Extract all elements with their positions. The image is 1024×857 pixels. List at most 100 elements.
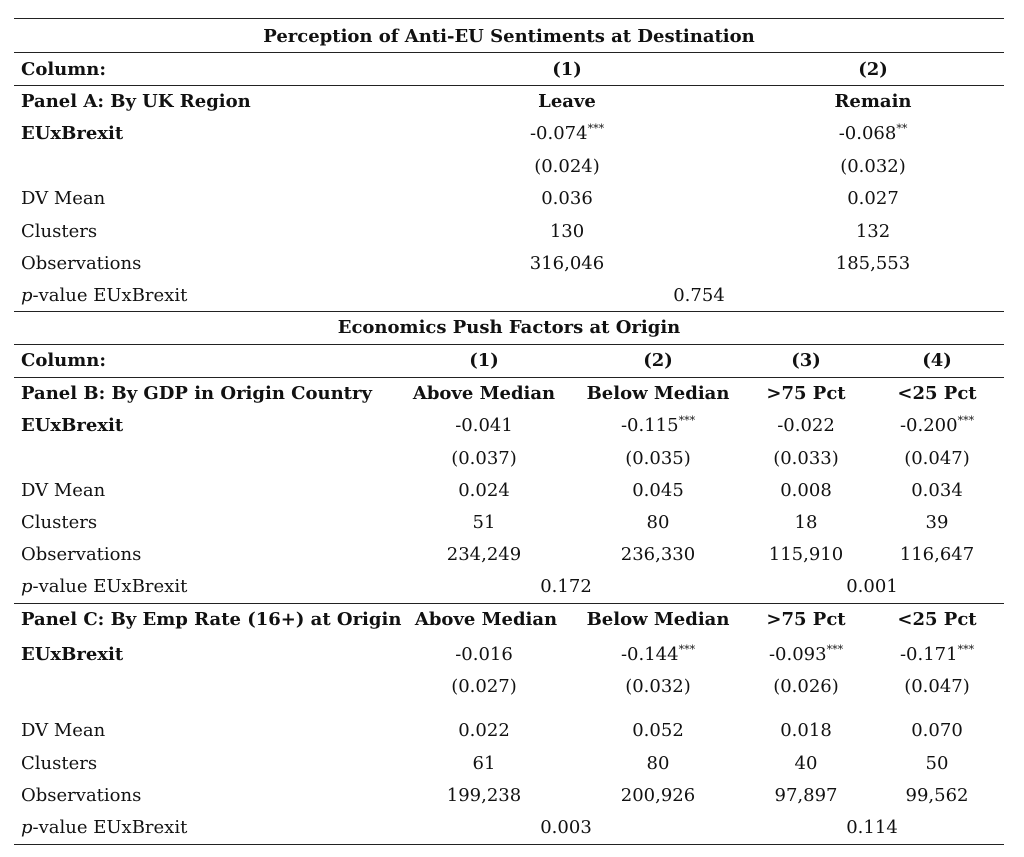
- col-head: >75 Pct: [766, 383, 846, 404]
- pvalue: 0.754: [673, 285, 725, 306]
- coef-cell: -0.200***: [900, 410, 974, 442]
- coef-row-b: EUxBrexit -0.041 -0.115*** -0.022 -0.200…: [14, 410, 1004, 442]
- rule: [14, 85, 1004, 86]
- panel-b-header-row: Panel B: By GDP in Origin Country Above …: [14, 378, 1004, 410]
- pvalue-label: p-value EUxBrexit: [21, 571, 187, 603]
- coef-value: -0.074: [529, 123, 588, 144]
- coef-value: -0.016: [455, 644, 513, 665]
- col-num: (4): [922, 350, 952, 371]
- obs-value: 99,562: [905, 785, 969, 806]
- clusters-value: 40: [794, 753, 818, 774]
- pvalue-label: p-value EUxBrexit: [21, 280, 187, 312]
- dv-value: 0.034: [911, 480, 963, 501]
- dv-value: 0.045: [632, 480, 684, 501]
- rule: [14, 311, 1004, 312]
- rule: [14, 344, 1004, 345]
- coef-label: EUxBrexit: [21, 644, 124, 665]
- coef-value: -0.041: [455, 415, 513, 436]
- clusters-label: Clusters: [21, 753, 98, 774]
- significance-stars: ***: [957, 643, 975, 656]
- obs-label: Observations: [21, 785, 142, 806]
- std-error: (0.035): [625, 448, 691, 469]
- obs-value: 316,046: [529, 253, 605, 274]
- dv-value: 0.052: [632, 720, 684, 741]
- panel-c-header-row: Panel C: By Emp Rate (16+) at Origin Abo…: [14, 604, 1004, 636]
- dv-value: 0.008: [780, 480, 832, 501]
- clusters-row-b: Clusters 51 80 18 39: [14, 507, 1004, 539]
- p-label-text: -value EUxBrexit: [32, 576, 188, 597]
- dv-value: 0.027: [847, 188, 899, 209]
- section-title-a: Perception of Anti-EU Sentiments at Dest…: [263, 26, 755, 47]
- coef-cell: -0.068**: [839, 118, 908, 150]
- section-title-row: Perception of Anti-EU Sentiments at Dest…: [14, 21, 1004, 53]
- clusters-value: 18: [794, 512, 818, 533]
- coef-value: -0.068: [838, 123, 897, 144]
- std-error: (0.032): [625, 676, 691, 697]
- std-error: (0.027): [451, 676, 517, 697]
- pvalue-row-b: p-value EUxBrexit 0.172 0.001: [14, 571, 1004, 603]
- coef-value: -0.144: [620, 644, 679, 665]
- panel-c-label: Panel C: By Emp Rate (16+) at Origin: [21, 609, 402, 630]
- coef-cell: -0.093***: [769, 639, 843, 671]
- coef-cell: -0.074***: [530, 118, 604, 150]
- col-num: (2): [643, 350, 673, 371]
- col-num: (1): [469, 350, 499, 371]
- coef-cell: -0.144***: [621, 639, 695, 671]
- col-head: Above Median: [414, 609, 558, 630]
- coef-value: -0.115: [620, 415, 679, 436]
- p-italic: p: [21, 817, 33, 838]
- se-row-b: (0.037) (0.035) (0.033) (0.047): [14, 443, 1004, 475]
- significance-stars: ***: [826, 643, 844, 656]
- dv-value: 0.070: [911, 720, 963, 741]
- obs-value: 234,249: [446, 544, 522, 565]
- p-italic: p: [21, 576, 33, 597]
- panel-a-header-row: Panel A: By UK Region Leave Remain: [14, 86, 1004, 118]
- col-head: <25 Pct: [897, 383, 977, 404]
- clusters-value: 61: [472, 753, 496, 774]
- dv-row-b: DV Mean 0.024 0.045 0.008 0.034: [14, 475, 1004, 507]
- pvalue-row-c: p-value EUxBrexit 0.003 0.114: [14, 812, 1004, 844]
- p-italic: p: [21, 285, 33, 306]
- dv-value: 0.024: [458, 480, 510, 501]
- panel-a-label: Panel A: By UK Region: [21, 91, 251, 112]
- column-number-row-a: Column: (1) (2): [14, 54, 1004, 86]
- dv-label: DV Mean: [21, 720, 106, 741]
- rule: [14, 52, 1004, 53]
- col-head: Above Median: [412, 383, 556, 404]
- p-label-text: -value EUxBrexit: [32, 285, 188, 306]
- dv-label: DV Mean: [21, 188, 106, 209]
- pvalue: 0.172: [540, 576, 592, 597]
- std-error: (0.024): [534, 156, 600, 177]
- clusters-value: 50: [925, 753, 949, 774]
- dv-label: DV Mean: [21, 480, 106, 501]
- std-error: (0.047): [904, 676, 970, 697]
- obs-row-b: Observations 234,249 236,330 115,910 116…: [14, 539, 1004, 571]
- column-label: Column:: [21, 350, 107, 371]
- clusters-value: 51: [472, 512, 496, 533]
- top-rule: [14, 18, 1004, 19]
- coef-cell: -0.041: [455, 410, 513, 442]
- col-num: (3): [791, 350, 821, 371]
- clusters-value: 132: [855, 221, 891, 242]
- panel-b-label: Panel B: By GDP in Origin Country: [21, 383, 372, 404]
- column-number-row-b: Column: (1) (2) (3) (4): [14, 345, 1004, 377]
- col-head: >75 Pct: [766, 609, 846, 630]
- dv-value: 0.036: [541, 188, 593, 209]
- clusters-value: 130: [549, 221, 585, 242]
- coef-cell: -0.022: [777, 410, 835, 442]
- obs-row-a: Observations 316,046 185,553: [14, 248, 1004, 280]
- clusters-row-c: Clusters 61 80 40 50: [14, 748, 1004, 780]
- std-error: (0.026): [773, 676, 839, 697]
- obs-value: 97,897: [774, 785, 838, 806]
- rule: [14, 377, 1004, 378]
- coef-row-c: EUxBrexit -0.016 -0.144*** -0.093*** -0.…: [14, 639, 1004, 671]
- dv-value: 0.022: [458, 720, 510, 741]
- coef-value: -0.200: [899, 415, 958, 436]
- clusters-value: 39: [925, 512, 949, 533]
- obs-label: Observations: [21, 253, 142, 274]
- col-head: <25 Pct: [897, 609, 977, 630]
- significance-stars: ***: [678, 643, 696, 656]
- col-head: Below Median: [586, 383, 730, 404]
- coef-value: -0.022: [777, 415, 835, 436]
- clusters-label: Clusters: [21, 512, 98, 533]
